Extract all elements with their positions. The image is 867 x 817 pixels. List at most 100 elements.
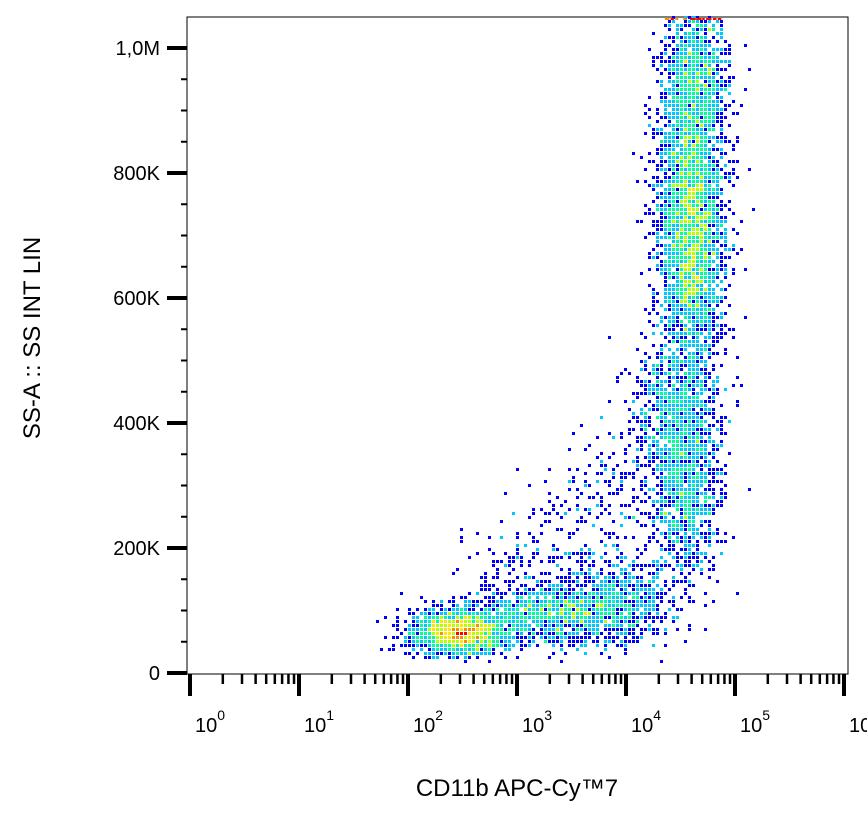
data-point — [700, 160, 703, 163]
data-point — [696, 308, 699, 311]
data-point — [712, 72, 715, 75]
data-point — [528, 612, 531, 615]
data-point — [652, 580, 655, 583]
data-point — [680, 128, 683, 131]
data-point — [676, 432, 679, 435]
data-point — [664, 632, 667, 635]
data-point — [664, 328, 667, 331]
data-point — [684, 260, 687, 263]
data-point — [640, 500, 643, 503]
data-point — [516, 576, 519, 579]
data-point — [672, 236, 675, 239]
data-point — [660, 544, 663, 547]
data-point — [608, 616, 611, 619]
data-point — [668, 24, 671, 27]
data-point — [656, 56, 659, 59]
data-point — [492, 600, 495, 603]
data-point — [696, 80, 699, 83]
data-point — [704, 96, 707, 99]
data-point — [680, 100, 683, 103]
data-point — [688, 224, 691, 227]
data-point — [668, 176, 671, 179]
data-point — [648, 612, 651, 615]
data-point — [692, 536, 695, 539]
data-point — [632, 564, 635, 567]
data-point — [576, 592, 579, 595]
data-point — [732, 112, 735, 115]
data-point — [732, 268, 735, 271]
data-point — [696, 500, 699, 503]
data-point — [672, 532, 675, 535]
data-point — [672, 520, 675, 523]
data-point — [520, 604, 523, 607]
data-point — [692, 32, 695, 35]
data-point — [648, 152, 651, 155]
data-point — [692, 364, 695, 367]
data-point — [668, 532, 671, 535]
data-point — [668, 520, 671, 523]
data-point — [468, 612, 471, 615]
data-point — [596, 620, 599, 623]
data-point — [564, 604, 567, 607]
data-point — [704, 444, 707, 447]
data-point — [684, 444, 687, 447]
data-point — [708, 464, 711, 467]
data-point — [732, 76, 735, 79]
data-point — [628, 432, 631, 435]
data-point — [672, 212, 675, 215]
data-point — [696, 444, 699, 447]
data-point — [648, 356, 651, 359]
data-point — [644, 548, 647, 551]
data-point — [701, 18, 705, 20]
data-point — [684, 488, 687, 491]
data-point — [692, 368, 695, 371]
data-point — [432, 644, 435, 647]
data-point — [704, 60, 707, 63]
data-point — [656, 236, 659, 239]
data-point — [708, 216, 711, 219]
data-point — [616, 616, 619, 619]
data-point — [516, 616, 519, 619]
data-point — [740, 104, 743, 107]
data-point — [604, 608, 607, 611]
data-point — [708, 256, 711, 259]
data-point — [512, 592, 515, 595]
data-point — [680, 284, 683, 287]
data-point — [396, 616, 399, 619]
data-point — [676, 556, 679, 559]
data-point — [688, 140, 691, 143]
data-point — [720, 432, 723, 435]
data-point — [672, 428, 675, 431]
data-point — [688, 40, 691, 43]
data-point — [668, 308, 671, 311]
data-point — [656, 264, 659, 267]
data-point — [696, 244, 699, 247]
data-point — [688, 332, 691, 335]
data-point — [644, 628, 647, 631]
data-point — [692, 584, 695, 587]
data-point — [452, 608, 455, 611]
data-point — [692, 72, 695, 75]
data-point — [496, 644, 499, 647]
data-point — [700, 292, 703, 295]
data-point — [700, 68, 703, 71]
data-point — [684, 48, 687, 51]
data-point — [676, 152, 679, 155]
data-point — [456, 636, 459, 639]
data-point — [692, 564, 695, 567]
data-point — [524, 628, 527, 631]
data-point — [700, 40, 703, 43]
data-point — [516, 556, 519, 559]
data-point — [472, 628, 475, 631]
data-point — [608, 632, 611, 635]
data-point — [636, 616, 639, 619]
data-point — [664, 220, 667, 223]
data-point — [712, 160, 715, 163]
data-point — [604, 584, 607, 587]
data-point — [752, 208, 755, 211]
data-point — [632, 596, 635, 599]
data-point — [676, 216, 679, 219]
data-point — [696, 288, 699, 291]
data-point — [676, 68, 679, 71]
data-point — [680, 48, 683, 51]
